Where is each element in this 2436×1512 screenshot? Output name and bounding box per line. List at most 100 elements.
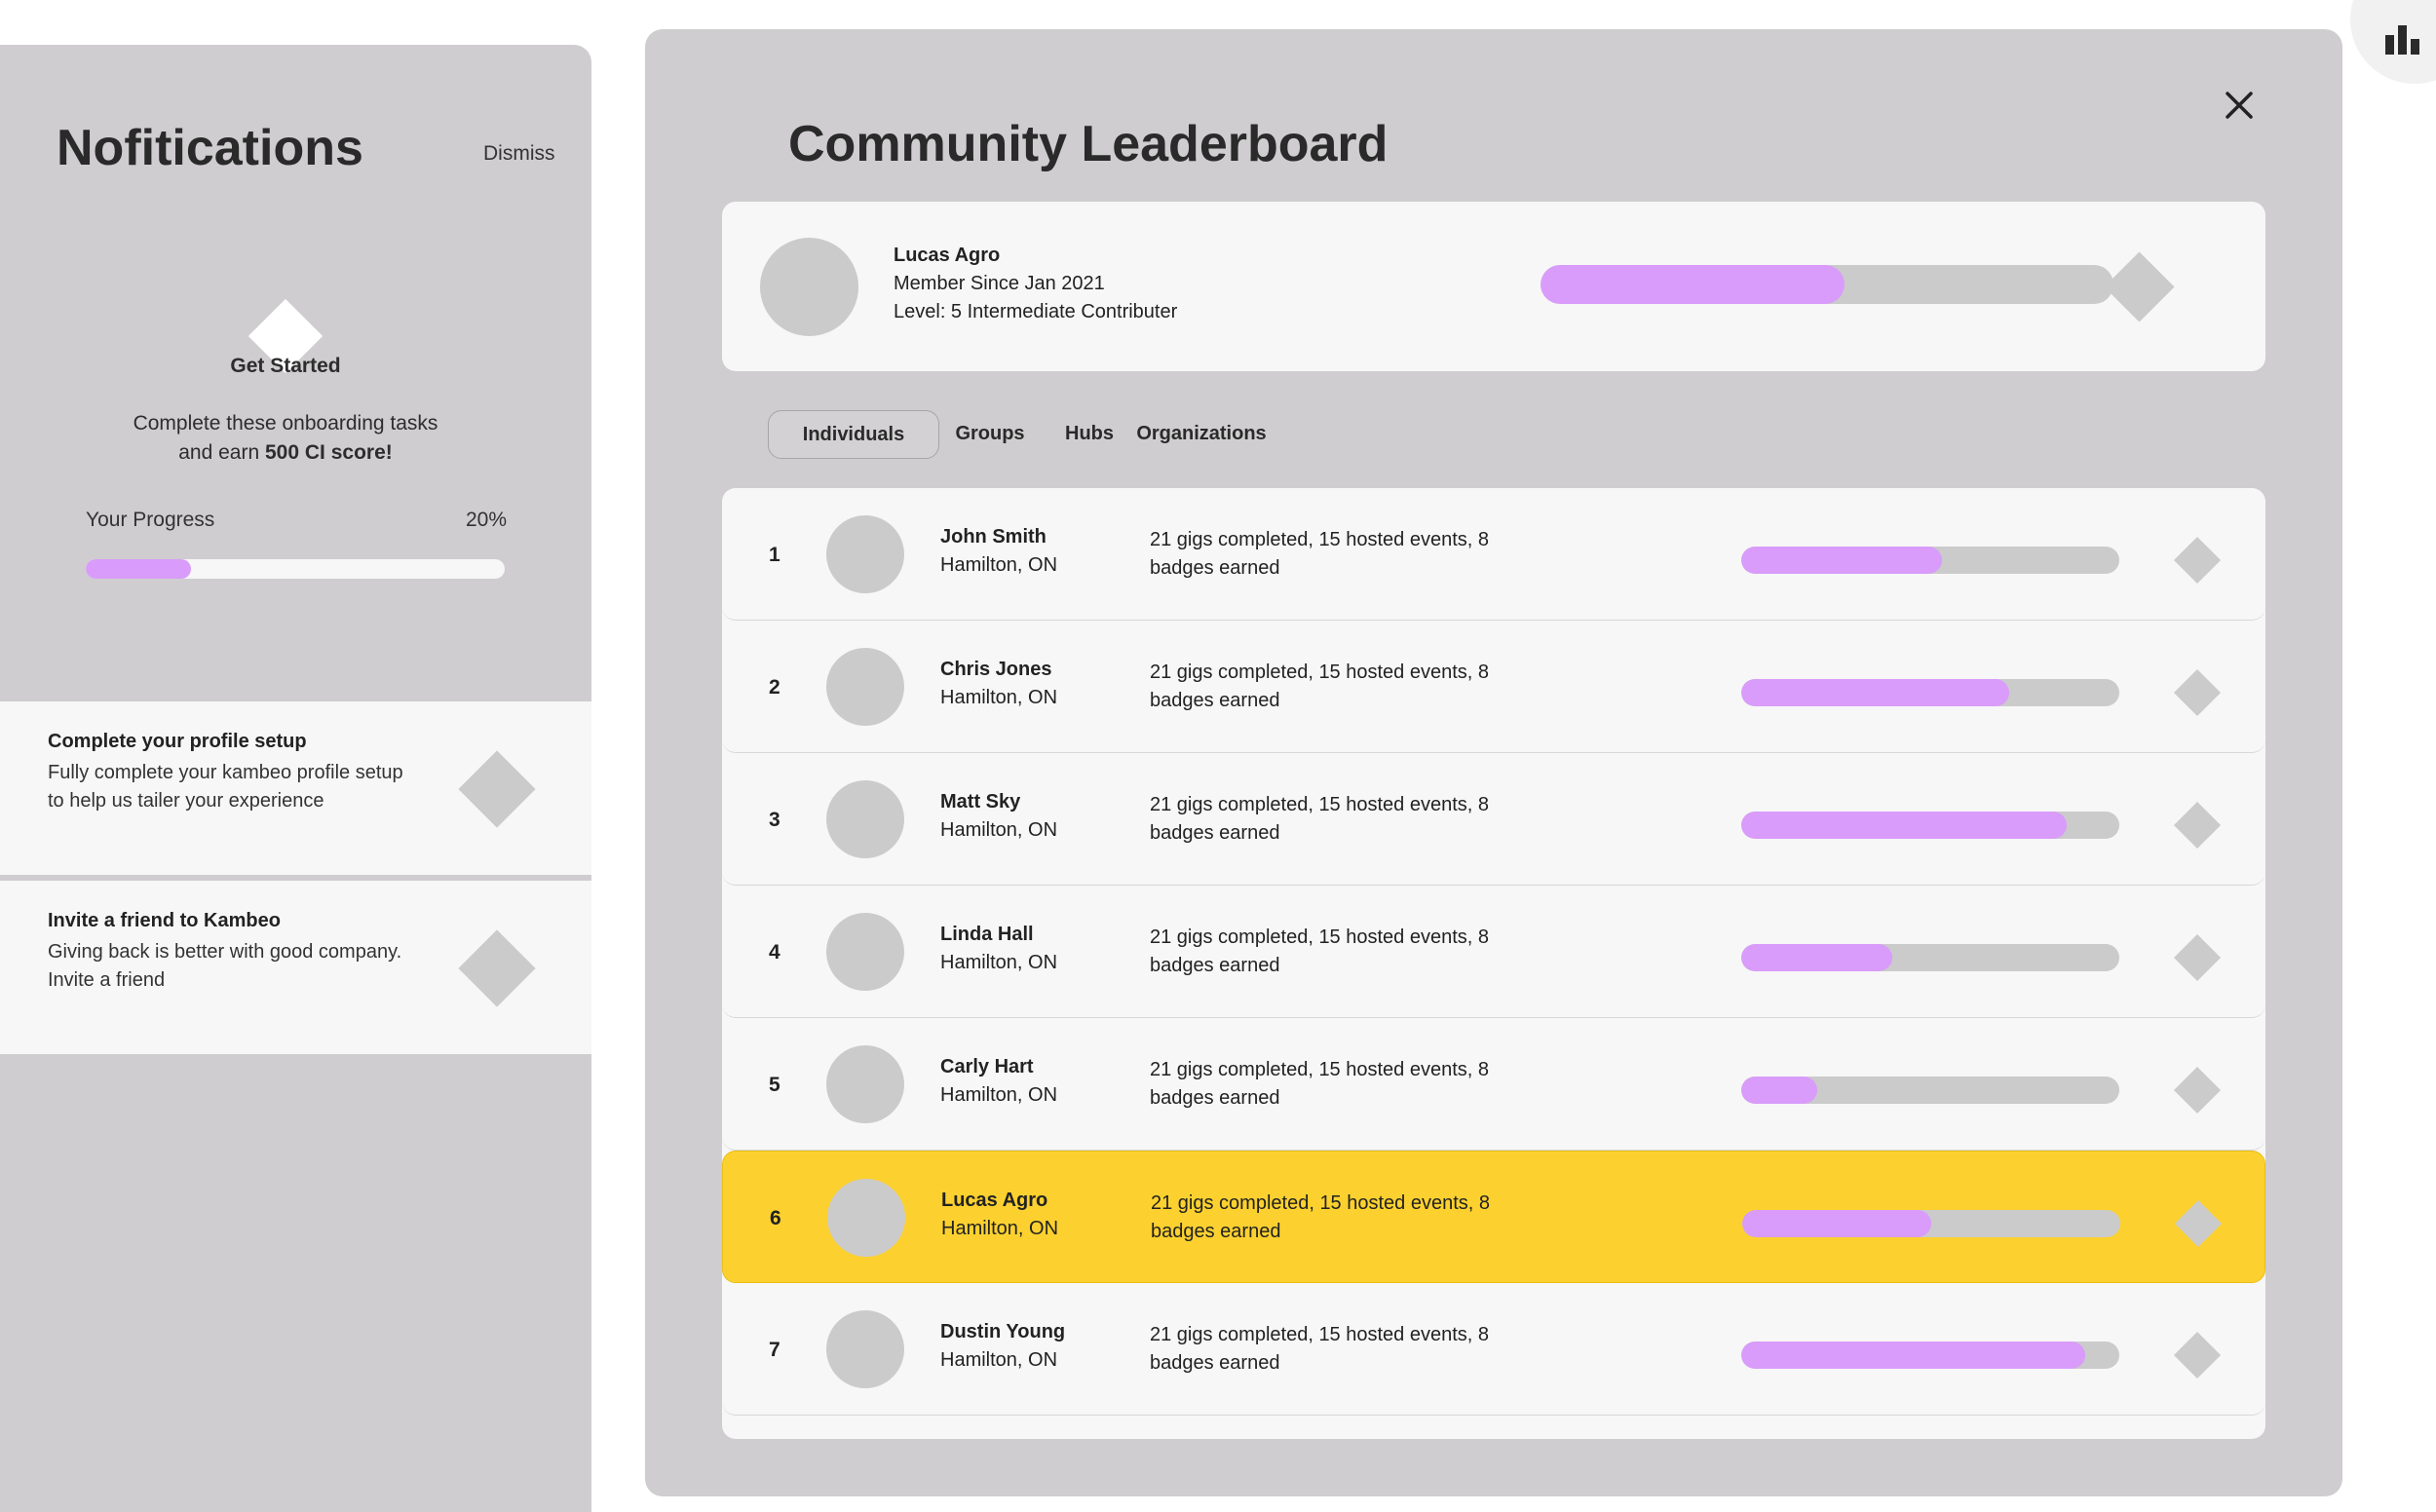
get-started-desc-line2: and earn 500 CI score!: [0, 438, 571, 468]
avatar: [826, 515, 904, 593]
task-desc-line1: Giving back is better with good company.: [48, 941, 402, 963]
progress-label: Your Progress: [86, 509, 215, 531]
row-progress-bar: [1741, 944, 2119, 971]
row-name: Linda Hall: [940, 924, 1034, 945]
avatar: [826, 1045, 904, 1123]
diamond-badge-icon: [2173, 668, 2222, 717]
task-title: Complete your profile setup: [48, 731, 307, 752]
task-desc-line1: Fully complete your kambeo profile setup: [48, 762, 403, 783]
row-progress-bar: [1741, 547, 2119, 574]
row-rank: 6: [770, 1207, 781, 1229]
avatar: [826, 913, 904, 991]
get-started-description: Complete these onboarding tasks and earn…: [0, 409, 571, 468]
close-icon: [2226, 92, 2253, 119]
row-progress-fill: [1741, 679, 2010, 706]
task-description: Fully complete your kambeo profile setup…: [48, 759, 457, 815]
row-stats: 21 gigs completed, 15 hosted events, 8 b…: [1150, 526, 1559, 583]
avatar: [827, 1179, 905, 1257]
row-location: Hamilton, ON: [940, 952, 1058, 973]
avatar: [826, 1310, 904, 1388]
get-started-title: Get Started: [230, 355, 341, 377]
row-name: Chris Jones: [940, 659, 1052, 680]
row-progress-fill: [1741, 1342, 2086, 1369]
task-card-profile-setup[interactable]: Complete your profile setup Fully comple…: [0, 701, 591, 875]
row-stats-line1: 21 gigs completed, 15 hosted events, 8: [1151, 1192, 1491, 1214]
row-name: Dustin Young: [940, 1321, 1066, 1342]
row-stats-line2: badges earned: [1150, 955, 1280, 976]
tab-groups[interactable]: Groups: [955, 423, 1025, 444]
diamond-badge-icon: [458, 929, 536, 1007]
row-stats-line2: badges earned: [1150, 690, 1280, 711]
row-stats-line1: 21 gigs completed, 15 hosted events, 8: [1150, 1059, 1490, 1080]
row-progress-bar: [1741, 679, 2119, 706]
row-rank: 5: [769, 1074, 780, 1096]
row-location: Hamilton, ON: [940, 1084, 1058, 1106]
task-desc-line2: Invite a friend: [48, 969, 166, 991]
get-started-desc-prefix: and earn: [178, 441, 265, 464]
tab-hubs[interactable]: Hubs: [1065, 423, 1114, 444]
row-stats: 21 gigs completed, 15 hosted events, 8 b…: [1150, 659, 1559, 715]
task-title: Invite a friend to Kambeo: [48, 910, 281, 931]
diamond-badge-icon: [458, 750, 536, 828]
row-progress-fill: [1741, 547, 1942, 574]
row-location: Hamilton, ON: [940, 687, 1058, 708]
row-stats-line2: badges earned: [1151, 1221, 1281, 1242]
row-progress-bar: [1741, 812, 2119, 839]
leaderboard-title: Community Leaderboard: [788, 116, 1389, 172]
row-stats: 21 gigs completed, 15 hosted events, 8 b…: [1150, 791, 1559, 848]
leaderboard-row-current-user[interactable]: 6 Lucas Agro Hamilton, ON 21 gigs comple…: [722, 1151, 2265, 1283]
dismiss-button[interactable]: Dismiss: [483, 142, 555, 165]
row-stats: 21 gigs completed, 15 hosted events, 8 b…: [1151, 1190, 1560, 1246]
profile-progress-fill: [1541, 265, 1845, 304]
leaderboard-row[interactable]: 1 John Smith Hamilton, ON 21 gigs comple…: [722, 488, 2265, 621]
row-stats-line1: 21 gigs completed, 15 hosted events, 8: [1150, 794, 1490, 815]
row-progress-bar: [1741, 1077, 2119, 1104]
notifications-title: Nofitications: [57, 120, 363, 176]
diamond-badge-icon: [2104, 251, 2175, 322]
bar-chart-icon: [2385, 25, 2419, 55]
diamond-badge-icon: [2173, 1066, 2222, 1115]
row-progress-fill: [1741, 812, 2067, 839]
row-name: Carly Hart: [940, 1056, 1034, 1077]
onboarding-progress-fill: [86, 559, 191, 579]
row-rank: 7: [769, 1339, 780, 1361]
avatar: [760, 238, 858, 336]
progress-percent: 20%: [466, 509, 508, 531]
row-stats-line1: 21 gigs completed, 15 hosted events, 8: [1150, 926, 1490, 948]
leaderboard-row[interactable]: 4 Linda Hall Hamilton, ON 21 gigs comple…: [722, 886, 2265, 1018]
row-rank: 4: [769, 941, 780, 964]
profile-member-since: Member Since Jan 2021: [894, 273, 1105, 294]
leaderboard-row[interactable]: 7 Dustin Young Hamilton, ON 21 gigs comp…: [722, 1283, 2265, 1416]
get-started-desc-bold: 500 CI score!: [265, 441, 393, 464]
task-description: Giving back is better with good company.…: [48, 938, 457, 995]
tab-organizations[interactable]: Organizations: [1136, 423, 1267, 444]
row-progress-fill: [1741, 1077, 1817, 1104]
row-location: Hamilton, ON: [941, 1218, 1059, 1239]
diamond-badge-icon: [2173, 801, 2222, 850]
row-stats: 21 gigs completed, 15 hosted events, 8 b…: [1150, 1321, 1559, 1378]
close-button[interactable]: [2216, 82, 2263, 129]
tab-individuals[interactable]: Individuals: [768, 410, 939, 459]
row-stats-line1: 21 gigs completed, 15 hosted events, 8: [1150, 1324, 1490, 1345]
leaderboard-row[interactable]: 2 Chris Jones Hamilton, ON 21 gigs compl…: [722, 621, 2265, 753]
row-name: Lucas Agro: [941, 1190, 1048, 1211]
profile-name: Lucas Agro: [894, 245, 1001, 266]
diamond-badge-icon: [2174, 1199, 2223, 1248]
row-stats-line2: badges earned: [1150, 557, 1280, 579]
profile-progress-bar: [1541, 265, 2113, 304]
leaderboard-row[interactable]: 5 Carly Hart Hamilton, ON 21 gigs comple…: [722, 1018, 2265, 1151]
profile-level: Level: 5 Intermediate Contributer: [894, 301, 1178, 322]
diamond-badge-icon: [2173, 933, 2222, 982]
task-card-invite-friend[interactable]: Invite a friend to Kambeo Giving back is…: [0, 881, 591, 1054]
task-desc-line2: to help us tailer your experience: [48, 790, 324, 812]
diamond-badge-icon: [2173, 536, 2222, 585]
row-progress-bar: [1742, 1210, 2120, 1237]
stats-button[interactable]: [2350, 0, 2436, 84]
onboarding-progress-bar: [86, 559, 505, 579]
leaderboard-row[interactable]: 3 Matt Sky Hamilton, ON 21 gigs complete…: [722, 753, 2265, 886]
row-progress-bar: [1741, 1342, 2119, 1369]
diamond-badge-icon: [2173, 1331, 2222, 1380]
row-rank: 3: [769, 809, 780, 831]
notifications-panel: Nofitications Dismiss Get Started Comple…: [0, 45, 591, 1512]
row-stats-line2: badges earned: [1150, 1352, 1280, 1374]
